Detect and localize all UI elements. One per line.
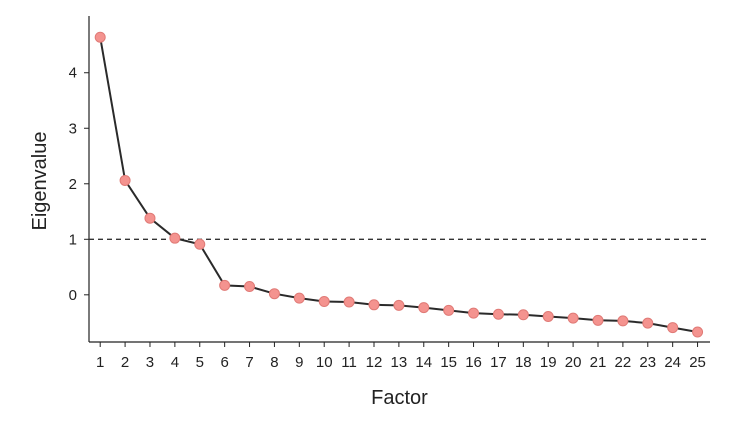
x-tick-label: 21 xyxy=(590,354,607,371)
x-tick-label: 25 xyxy=(689,354,706,371)
x-tick-label: 1 xyxy=(96,354,104,371)
y-tick-label: 2 xyxy=(69,176,77,193)
x-tick-label: 20 xyxy=(565,354,582,371)
x-tick-label: 24 xyxy=(664,354,681,371)
y-tick-label: 0 xyxy=(69,287,77,304)
data-point xyxy=(368,299,380,311)
data-point xyxy=(542,310,554,322)
y-axis: 0 1 2 3 4 xyxy=(69,16,90,342)
data-point xyxy=(219,279,231,291)
x-tick-label: 12 xyxy=(366,354,383,371)
data-point xyxy=(642,317,654,329)
data-point xyxy=(94,31,106,43)
data-point xyxy=(393,299,405,311)
x-tick-label: 18 xyxy=(515,354,532,371)
y-tick-label: 3 xyxy=(69,120,77,137)
x-tick-label: 14 xyxy=(415,354,432,371)
x-tick-label: 3 xyxy=(146,354,154,371)
data-point xyxy=(268,288,280,300)
data-point xyxy=(617,315,629,327)
x-tick-label: 7 xyxy=(245,354,253,371)
data-point xyxy=(492,308,504,320)
data-point xyxy=(293,292,305,304)
data-point xyxy=(343,296,355,308)
x-tick-label: 5 xyxy=(196,354,204,371)
x-tick-label: 16 xyxy=(465,354,482,371)
data-point xyxy=(194,238,206,250)
x-tick-label: 4 xyxy=(171,354,179,371)
x-tick-label: 22 xyxy=(615,354,632,371)
x-tick-label: 10 xyxy=(316,354,333,371)
data-point xyxy=(592,314,604,326)
x-axis-title: Factor xyxy=(371,387,428,409)
data-point xyxy=(418,302,430,314)
y-tick-label: 4 xyxy=(69,65,77,82)
x-tick-label: 6 xyxy=(220,354,228,371)
eigenvalue-series-line xyxy=(99,37,698,333)
data-point xyxy=(517,309,529,321)
y-axis-title: Eigenvalue xyxy=(29,132,51,231)
x-tick-label: 2 xyxy=(121,354,129,371)
data-point xyxy=(169,232,181,244)
x-tick-label: 8 xyxy=(270,354,278,371)
data-point xyxy=(318,295,330,307)
x-tick-label: 19 xyxy=(540,354,557,371)
x-axis: 1 2 3 4 5 6 7 8 9 10 11 12 13 14 15 16 17 18 19 20 21 22 23 24 2… xyxy=(89,341,710,371)
x-tick-label: 11 xyxy=(341,354,357,371)
data-point xyxy=(443,304,455,316)
eigenvalue-points xyxy=(94,31,704,338)
x-tick-label: 9 xyxy=(295,354,303,371)
x-tick-label: 15 xyxy=(440,354,457,371)
y-tick-label: 1 xyxy=(69,231,77,248)
x-ticks: 1 2 3 4 5 6 7 8 9 10 11 12 13 14 15 16 17 18 19 20 21 22 23 24 2… xyxy=(96,342,706,371)
y-ticks: 0 1 2 3 4 xyxy=(69,65,89,304)
data-point xyxy=(567,312,579,324)
x-tick-label: 17 xyxy=(490,354,507,371)
data-point xyxy=(144,212,156,224)
x-tick-label: 23 xyxy=(639,354,656,371)
data-point xyxy=(692,326,704,338)
data-point xyxy=(667,322,679,334)
data-point xyxy=(468,307,480,319)
x-tick-label: 13 xyxy=(391,354,408,371)
data-point xyxy=(244,280,256,292)
data-point xyxy=(119,174,131,186)
